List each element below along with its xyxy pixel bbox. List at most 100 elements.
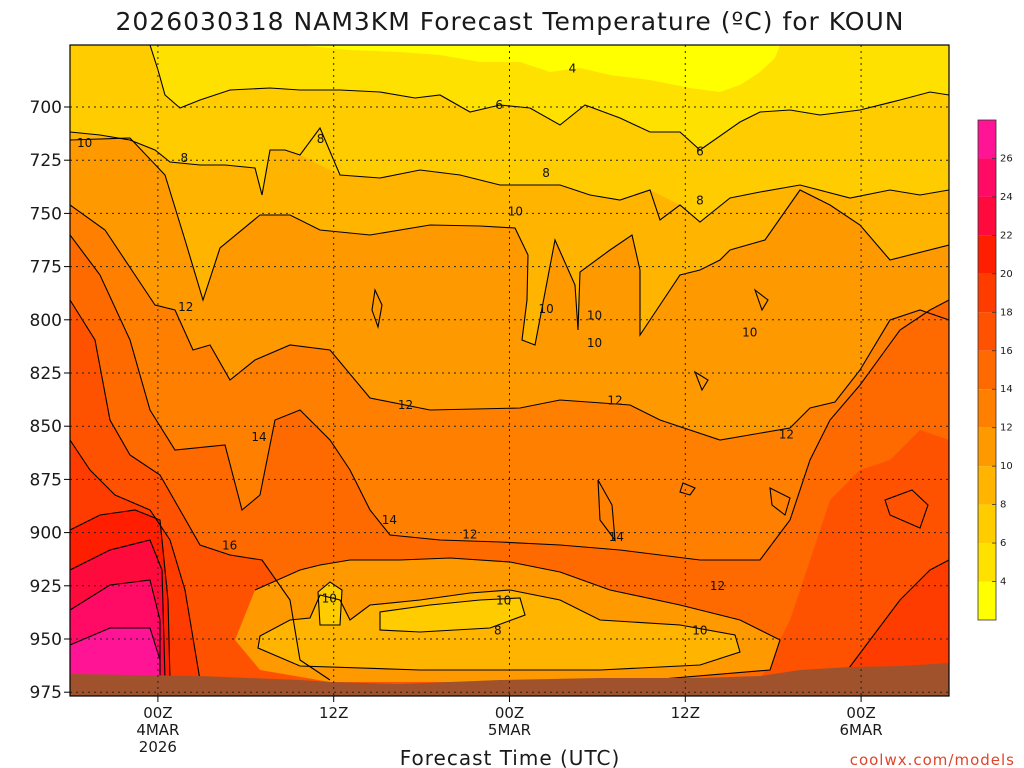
contour-label: 16 <box>222 538 237 552</box>
contour-label: 10 <box>692 623 707 637</box>
x-tick-label: 00Z <box>495 704 524 722</box>
contour-label: 10 <box>587 309 602 323</box>
contour-20 <box>70 509 171 681</box>
colorbar: 4 6 8 10 12 14 16 18 20 22 24 26 <box>977 119 1013 621</box>
colorbar-label: 16 <box>1000 346 1013 357</box>
contour-label: 10 <box>587 336 602 350</box>
contour-label: 6 <box>696 145 704 159</box>
contour-label: 10 <box>322 592 337 606</box>
x-tick-label: 12Z <box>319 704 348 722</box>
contour-label: 8 <box>180 151 188 165</box>
colorbar-label: 8 <box>1000 500 1006 511</box>
contour-label: 14 <box>609 530 624 544</box>
y-tick-label: 800 <box>30 311 62 331</box>
colorbar-label: 4 <box>1000 577 1006 588</box>
x-tick-label: 00Z <box>143 704 172 722</box>
contour-label: 8 <box>494 623 502 637</box>
colorbar-swatch <box>978 196 996 236</box>
contour-label: 8 <box>696 194 704 208</box>
colorbar-label: 24 <box>1000 192 1013 203</box>
x-tick-label2: 4MAR <box>136 721 179 739</box>
contour-label: 12 <box>779 428 794 442</box>
contour-label: 12 <box>710 579 725 593</box>
contour-small-4 <box>884 489 929 529</box>
colorbar-swatch <box>978 466 996 505</box>
band-below-4 <box>300 45 780 92</box>
colorbar-frame <box>977 119 997 621</box>
contour-label: 8 <box>317 132 325 146</box>
contour-small-6 <box>693 370 709 392</box>
contour-16 <box>70 299 331 681</box>
contour-6 <box>149 45 949 151</box>
y-tick-label: 975 <box>30 683 62 703</box>
contour-18b <box>839 559 949 681</box>
contour-label: 10 <box>77 136 92 150</box>
y-tick-label: 925 <box>30 577 62 597</box>
contour-small-5 <box>769 487 791 516</box>
x-tick-label2: 6MAR <box>840 721 883 739</box>
y-tick-label: 725 <box>30 151 62 171</box>
contour-8 <box>70 126 949 223</box>
colorbar-label: 18 <box>1000 307 1013 318</box>
contour-24 <box>70 579 161 680</box>
colorbar-label: 14 <box>1000 384 1013 395</box>
contour-lines <box>70 45 949 681</box>
colorbar-swatch <box>978 581 996 620</box>
contour-label: 10 <box>742 326 757 340</box>
contour-label: 8 <box>542 166 550 180</box>
contour-label: 12 <box>462 528 477 542</box>
ground-surface <box>70 663 949 696</box>
y-tick-label: 775 <box>30 258 62 278</box>
contour-label: 14 <box>382 513 397 527</box>
contour-12-lower <box>254 557 781 681</box>
x-tick-label3: 2026 <box>139 738 177 756</box>
x-tick-label2: 5MAR <box>488 721 531 739</box>
colorbar-swatch <box>978 504 996 544</box>
band-above-26 <box>70 628 160 680</box>
colorbar-label: 12 <box>1000 423 1013 434</box>
contour-small-3 <box>679 482 696 496</box>
y-tick-label: 825 <box>30 364 62 384</box>
x-tick-label: 00Z <box>846 704 875 722</box>
gridlines <box>70 45 949 696</box>
colorbar-label: 22 <box>1000 230 1013 241</box>
colorbar-label: 6 <box>1000 538 1006 549</box>
contour-12 <box>70 204 949 441</box>
contour-label: 12 <box>607 394 622 408</box>
chart-title: 2026030318 NAM3KM Forecast Temperature (… <box>116 7 905 36</box>
y-tick-label: 875 <box>30 470 62 490</box>
credit-link[interactable]: coolwx.com/models <box>850 751 1015 768</box>
colorbar-swatch <box>978 389 996 428</box>
colorbar-swatch <box>978 235 996 274</box>
contour-small-2 <box>597 479 616 542</box>
y-axis: 700 725 750 775 800 825 850 875 900 925 950 975 <box>30 98 70 703</box>
contour-label: 10 <box>508 204 523 218</box>
contour-label: 12 <box>398 398 413 412</box>
y-tick-label: 750 <box>30 204 62 224</box>
contour-labels: 4 6 6 8 8 8 8 10 10 10 10 10 10 10 10 10 8 12 12 12 12 12 12 14… <box>77 62 794 638</box>
colorbar-swatch <box>978 427 996 467</box>
y-tick-label: 950 <box>30 630 62 650</box>
colorbar-swatch <box>978 350 996 390</box>
y-tick-label: 900 <box>30 524 62 544</box>
colorbar-swatch <box>978 273 996 313</box>
contour-label: 10 <box>496 594 511 608</box>
contour-8-lower <box>317 581 526 633</box>
contour-26 <box>70 627 161 680</box>
y-tick-label: 700 <box>30 98 62 118</box>
contour-label: 10 <box>538 302 553 316</box>
contour-small-1 <box>371 288 383 330</box>
colorbar-label: 26 <box>1000 153 1013 164</box>
x-tick-label: 12Z <box>671 704 700 722</box>
cool-layer-6-8 <box>318 582 525 632</box>
y-tick-label: 850 <box>30 417 62 437</box>
cool-layer-8-10 <box>258 590 740 670</box>
contour-label: 14 <box>251 430 266 444</box>
colorbar-label: 10 <box>1000 461 1013 472</box>
contour-small-7 <box>753 288 769 312</box>
colorbar-swatch <box>978 312 996 351</box>
contour-label: 4 <box>569 62 577 76</box>
x-axis-title: Forecast Time (UTC) <box>400 746 621 768</box>
